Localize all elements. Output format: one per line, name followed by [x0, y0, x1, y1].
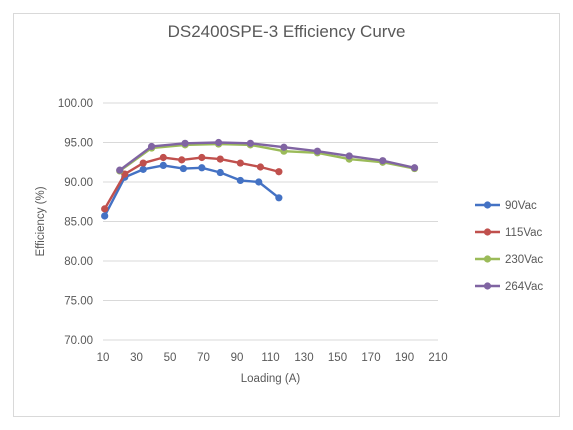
legend-marker — [483, 255, 492, 263]
data-point — [379, 157, 387, 165]
data-point — [101, 205, 109, 213]
data-point — [256, 163, 265, 171]
x-tick-label: 150 — [328, 352, 347, 364]
y-tick-label: 70.00 — [64, 335, 93, 347]
data-point — [236, 176, 244, 185]
data-point — [275, 194, 283, 202]
data-point — [246, 139, 254, 147]
legend-item: 115Vac — [475, 227, 543, 239]
data-point — [280, 143, 288, 151]
legend-item: 264Vac — [475, 281, 543, 293]
y-tick-label: 100.00 — [58, 98, 93, 110]
x-axis-label: Loading (A) — [241, 373, 301, 385]
x-tick-label: 210 — [428, 352, 447, 364]
series-layer — [101, 138, 419, 220]
series-line — [103, 156, 280, 210]
data-point — [179, 164, 187, 173]
x-tick-label: 70 — [197, 352, 210, 364]
data-point — [101, 212, 109, 220]
series-line — [103, 164, 280, 217]
data-point — [178, 156, 186, 164]
x-tick-label: 50 — [164, 352, 177, 364]
y-tick-label: 95.00 — [64, 138, 93, 150]
x-tick-label: 90 — [231, 352, 244, 364]
legend-item: 230Vac — [475, 254, 543, 266]
gridlines — [103, 102, 438, 341]
data-point — [198, 164, 206, 172]
y-axis-ticks: 70.00 75.00 80.00 85.00 90.00 95.00 100.00 — [58, 98, 93, 347]
x-tick-label: 130 — [294, 352, 313, 364]
data-point — [116, 166, 124, 174]
data-point — [139, 165, 147, 173]
legend-marker — [483, 282, 492, 290]
x-tick-label: 30 — [130, 352, 143, 364]
data-point — [345, 152, 353, 160]
data-point — [159, 153, 167, 162]
data-point — [147, 142, 156, 151]
data-point — [255, 178, 263, 186]
legend-marker — [483, 228, 492, 236]
data-point — [214, 138, 223, 147]
series-90vac — [101, 161, 283, 220]
legend-label: 264Vac — [505, 281, 543, 293]
x-tick-label: 190 — [395, 352, 414, 364]
data-point — [410, 164, 419, 172]
data-point — [236, 159, 244, 167]
legend-label: 230Vac — [505, 254, 543, 266]
y-tick-label: 80.00 — [64, 256, 93, 268]
legend-marker — [483, 201, 492, 209]
chart-title: DS2400SPE-3 Efficiency Curve — [167, 22, 406, 41]
data-point — [313, 147, 321, 155]
legend: 90Vac 115Vac 230Vac 264Vac — [475, 200, 543, 293]
y-tick-label: 75.00 — [64, 296, 93, 308]
data-point — [216, 155, 224, 163]
x-tick-label: 170 — [361, 352, 380, 364]
legend-label: 90Vac — [505, 200, 537, 212]
series-115vac — [101, 153, 283, 213]
y-tick-label: 90.00 — [64, 177, 93, 189]
series-264vac — [116, 138, 419, 174]
x-tick-label: 10 — [97, 352, 110, 364]
y-axis-label: Efficiency (%) — [35, 186, 47, 256]
data-point — [275, 168, 283, 176]
data-point — [198, 153, 206, 162]
x-axis-ticks: 10 30 50 70 90 110 130 150 170 190 210 — [97, 352, 448, 364]
data-point — [159, 161, 167, 170]
legend-label: 115Vac — [505, 227, 543, 239]
data-point — [139, 159, 147, 167]
data-point — [216, 168, 224, 177]
y-tick-label: 85.00 — [64, 217, 93, 229]
series-line — [119, 142, 415, 172]
x-tick-label: 110 — [261, 352, 279, 364]
legend-item: 90Vac — [475, 200, 537, 212]
data-point — [181, 139, 189, 147]
series-line — [119, 141, 415, 172]
